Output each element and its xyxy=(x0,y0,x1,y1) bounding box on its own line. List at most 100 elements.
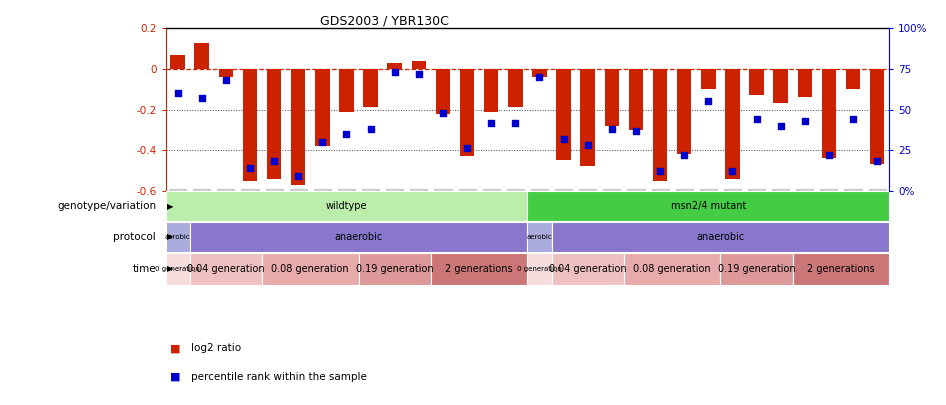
Point xyxy=(508,119,523,126)
Text: ▶: ▶ xyxy=(167,232,174,241)
Point xyxy=(267,158,282,165)
Point xyxy=(387,69,402,75)
Point xyxy=(412,70,427,77)
Point xyxy=(242,165,257,171)
Text: 0.04 generation: 0.04 generation xyxy=(549,264,626,274)
Bar xyxy=(219,69,233,77)
Point xyxy=(701,98,716,104)
Point xyxy=(725,168,740,175)
Bar xyxy=(189,222,527,252)
Bar xyxy=(460,69,474,156)
Text: 0.08 generation: 0.08 generation xyxy=(272,264,349,274)
Bar xyxy=(624,253,720,285)
Bar xyxy=(749,69,763,95)
Bar xyxy=(552,253,624,285)
Text: anaerobic: anaerobic xyxy=(334,232,383,242)
Text: percentile rank within the sample: percentile rank within the sample xyxy=(191,372,367,382)
Text: aerobic: aerobic xyxy=(165,234,190,240)
Bar xyxy=(533,69,547,77)
Text: log2 ratio: log2 ratio xyxy=(191,343,241,353)
Bar xyxy=(701,69,715,89)
Bar xyxy=(774,69,788,103)
Point xyxy=(290,173,306,179)
Text: genotype/variation: genotype/variation xyxy=(57,201,156,211)
Bar xyxy=(388,63,402,69)
Bar xyxy=(243,69,257,181)
Point xyxy=(821,152,836,158)
Bar xyxy=(166,222,189,252)
Text: 0.19 generation: 0.19 generation xyxy=(718,264,796,274)
Point xyxy=(628,128,643,134)
Bar xyxy=(340,69,354,111)
Text: ■: ■ xyxy=(170,343,181,353)
Bar xyxy=(436,69,450,113)
Point xyxy=(869,158,885,165)
Text: 2 generations: 2 generations xyxy=(807,264,875,274)
Text: GDS2003 / YBR130C: GDS2003 / YBR130C xyxy=(320,14,448,27)
Point xyxy=(170,90,185,96)
Bar xyxy=(581,69,595,166)
Bar xyxy=(508,69,522,107)
Text: time: time xyxy=(132,264,156,274)
Bar xyxy=(552,222,889,252)
Text: 0.04 generation: 0.04 generation xyxy=(187,264,265,274)
Point xyxy=(653,168,668,175)
Point xyxy=(676,152,692,158)
Point xyxy=(460,145,475,152)
Text: anaerobic: anaerobic xyxy=(696,232,745,242)
Bar xyxy=(846,69,860,89)
Bar xyxy=(870,69,885,164)
Point xyxy=(315,139,330,145)
Point xyxy=(773,122,788,129)
Bar xyxy=(170,55,184,69)
Text: msn2/4 mutant: msn2/4 mutant xyxy=(671,201,746,211)
Bar xyxy=(484,69,499,111)
Point xyxy=(797,117,813,124)
Bar xyxy=(189,253,262,285)
Bar xyxy=(604,69,619,126)
Bar xyxy=(359,253,430,285)
Point xyxy=(435,109,450,116)
Bar xyxy=(793,253,889,285)
Text: wildtype: wildtype xyxy=(325,201,367,211)
Text: ■: ■ xyxy=(170,372,181,382)
Bar xyxy=(291,69,306,185)
Bar xyxy=(726,69,740,179)
Text: ▶: ▶ xyxy=(167,202,174,211)
Point xyxy=(749,116,764,122)
Text: 2 generations: 2 generations xyxy=(446,264,513,274)
Bar xyxy=(822,69,836,158)
Bar xyxy=(677,69,692,154)
Bar xyxy=(315,69,329,146)
Point xyxy=(532,74,547,80)
Point xyxy=(483,119,499,126)
Text: 0 generation: 0 generation xyxy=(155,266,200,272)
Bar xyxy=(166,191,527,221)
Bar xyxy=(527,253,552,285)
Bar xyxy=(262,253,359,285)
Bar xyxy=(721,253,793,285)
Text: protocol: protocol xyxy=(114,232,156,242)
Point xyxy=(604,126,620,132)
Point xyxy=(339,131,354,137)
Bar xyxy=(166,253,189,285)
Bar xyxy=(430,253,527,285)
Bar xyxy=(629,69,643,130)
Bar xyxy=(195,43,209,69)
Point xyxy=(363,126,378,132)
Point xyxy=(194,95,209,101)
Bar xyxy=(527,222,552,252)
Bar xyxy=(267,69,281,179)
Bar xyxy=(412,61,426,69)
Bar xyxy=(363,69,377,107)
Point xyxy=(580,142,595,149)
Text: aerobic: aerobic xyxy=(527,234,552,240)
Bar xyxy=(797,69,812,97)
Text: 0.08 generation: 0.08 generation xyxy=(633,264,711,274)
Text: 0.19 generation: 0.19 generation xyxy=(356,264,433,274)
Point xyxy=(219,77,234,83)
Bar xyxy=(653,69,667,181)
Bar xyxy=(556,69,570,160)
Point xyxy=(556,136,571,142)
Point xyxy=(846,116,861,122)
